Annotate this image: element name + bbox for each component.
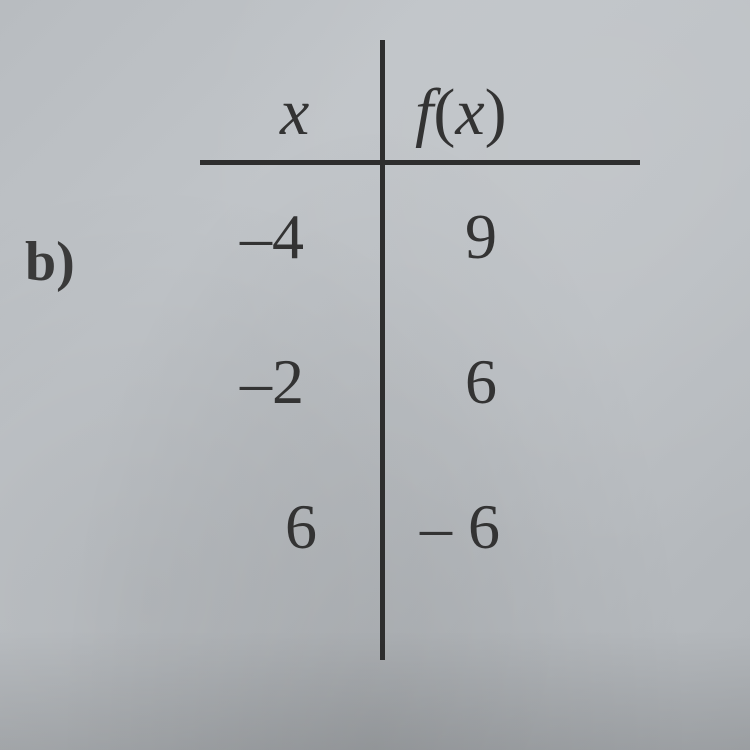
- problem-label: b): [25, 230, 75, 294]
- fx-var: x: [455, 76, 484, 149]
- table-horizontal-line: [200, 160, 640, 165]
- fx-f: f: [415, 76, 433, 149]
- table-cell-x-2: 6: [285, 490, 317, 564]
- fx-paren-open: (: [433, 76, 455, 149]
- table-cell-x-0: –4: [240, 200, 304, 274]
- table-vertical-line: [380, 40, 385, 660]
- table-cell-fx-1: 6: [465, 345, 497, 419]
- fx-paren-close: ): [485, 76, 507, 149]
- column-header-fx: f(x): [415, 75, 507, 151]
- table-cell-fx-0: 9: [465, 200, 497, 274]
- shadow-gradient: [0, 630, 750, 750]
- table-cell-fx-2: – 6: [420, 490, 500, 564]
- column-header-x: x: [280, 75, 309, 151]
- table-cell-x-1: –2: [240, 345, 304, 419]
